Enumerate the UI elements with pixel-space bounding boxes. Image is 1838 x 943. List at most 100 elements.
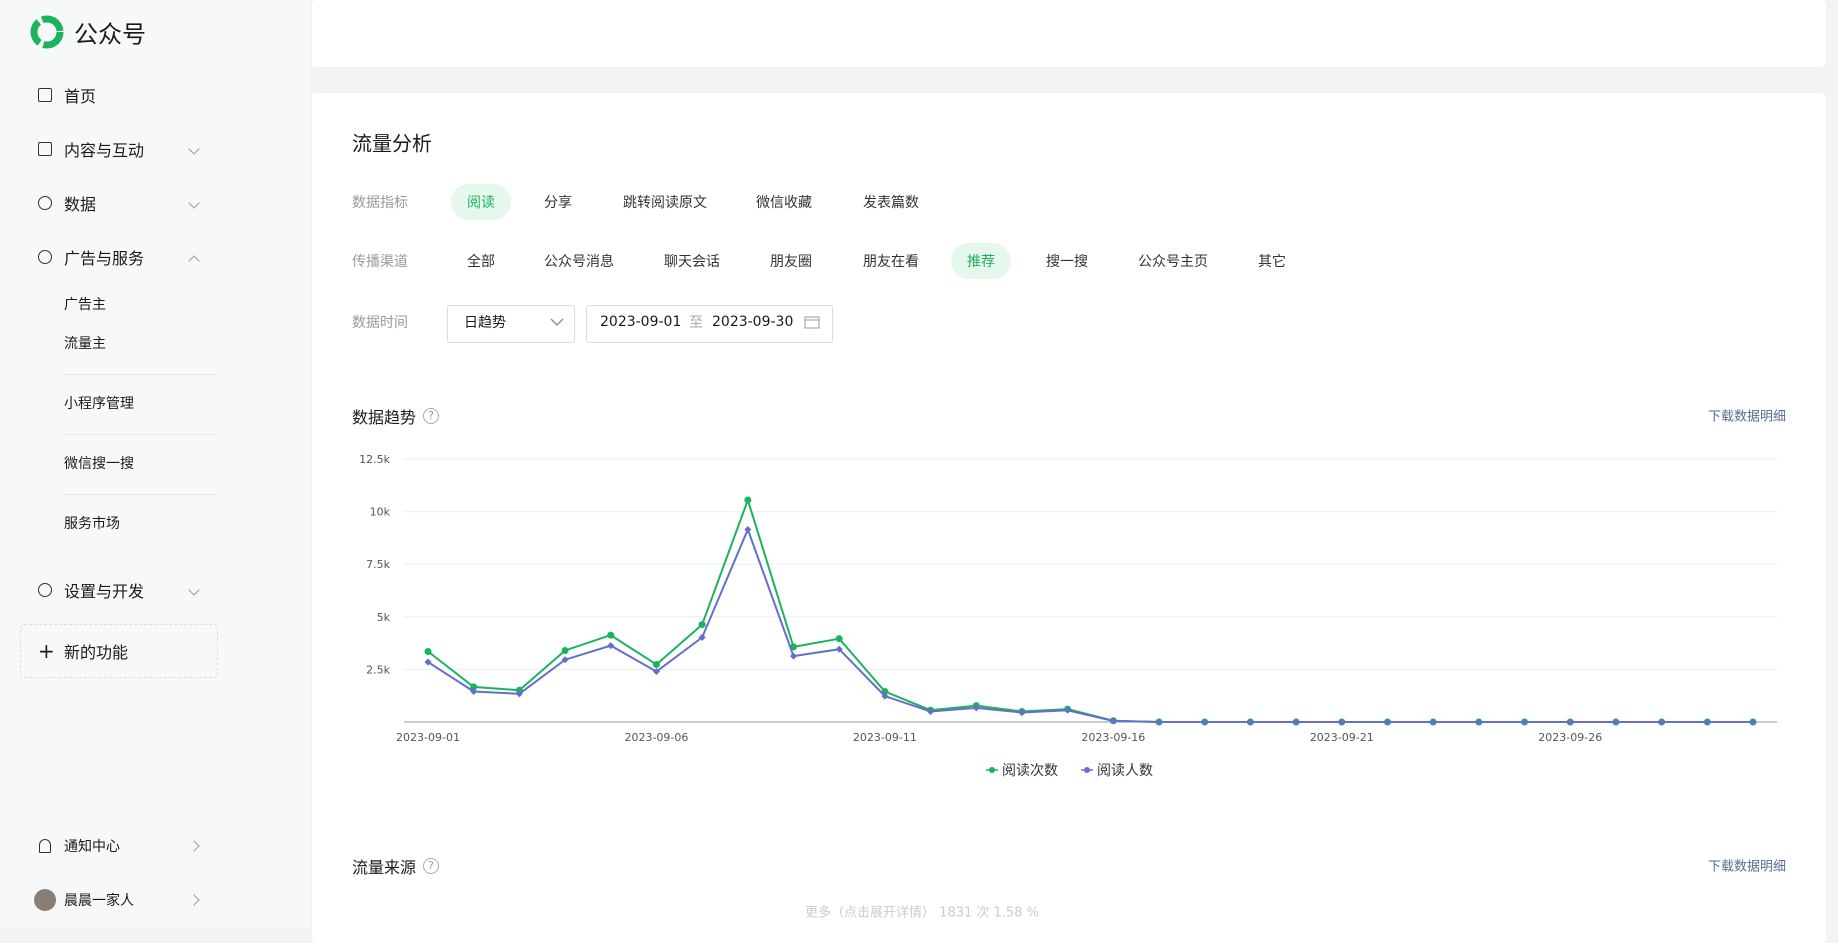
top-card [312, 0, 1826, 67]
nav-item[interactable]: 内容与互动 [64, 141, 145, 160]
data-point [607, 642, 615, 650]
y-tick-label: 2.5k [366, 663, 390, 676]
new-feature[interactable]: 新的功能 [64, 643, 129, 662]
sub-item[interactable]: 服务市场 [64, 516, 120, 532]
sub-item[interactable]: 微信搜一搜 [64, 456, 134, 472]
data-point [698, 633, 706, 641]
start-date: 2023-09-01 [600, 314, 682, 330]
x-tick-label: 2023-09-26 [1538, 731, 1602, 744]
separator [62, 434, 218, 435]
metric-option[interactable]: 发表篇数 [863, 195, 919, 211]
sub-item[interactable]: 广告主 [64, 297, 106, 313]
nav-icon [38, 196, 52, 210]
sub-item[interactable]: 流量主 [64, 336, 106, 352]
download-link[interactable]: 下载数据明细 [1707, 409, 1786, 425]
nav-item[interactable]: 设置与开发 [64, 582, 145, 601]
nav-item[interactable]: 首页 [64, 87, 97, 106]
sidebar: 公众号 + 新的功能 设置与开发 通知中心 晨晨一家人 [0, 0, 310, 929]
analysis-card [312, 93, 1826, 943]
x-tick-label: 2023-09-11 [853, 731, 917, 744]
granularity: 日趋势 [464, 315, 506, 331]
help-icon[interactable]: ? [423, 858, 439, 874]
separator [62, 374, 218, 375]
y-tick-label: 12.5k [359, 453, 390, 466]
source-title: 流量来源 [352, 858, 417, 877]
row-label: 数据时间 [352, 315, 408, 331]
data-point [972, 704, 980, 712]
data-point [424, 648, 432, 656]
section-title: 流量分析 [352, 131, 432, 156]
granularity-select[interactable] [447, 305, 575, 343]
logo [30, 15, 64, 49]
channel-option[interactable]: 朋友圈 [770, 254, 812, 270]
sub-item[interactable]: 小程序管理 [64, 396, 134, 412]
row-label: 传播渠道 [352, 254, 408, 270]
new-feature-box[interactable] [20, 624, 218, 678]
data-point [881, 692, 889, 700]
nav-icon [38, 142, 52, 156]
source-note: 更多（点击展开详情） 1831 次 1.58 % [805, 905, 1039, 921]
plus-icon: + [38, 639, 55, 663]
dropdown-icon [550, 318, 564, 326]
user[interactable]: 晨晨一家人 [64, 893, 134, 909]
y-tick-label: 7.5k [366, 558, 390, 571]
channel-option[interactable]: 聊天会话 [664, 254, 720, 270]
data-point [1292, 718, 1300, 726]
brand: 公众号 [74, 20, 146, 49]
data-point [424, 658, 432, 666]
metric-option[interactable]: 阅读 [451, 184, 511, 220]
data-point [1018, 708, 1026, 717]
data-point [1155, 718, 1163, 726]
x-tick-label: 2023-09-01 [396, 731, 460, 744]
legend-label: 阅读人数 [1097, 762, 1153, 779]
date-range[interactable] [586, 305, 833, 343]
channel-option[interactable]: 推荐 [951, 243, 1011, 279]
legend-marker [1084, 767, 1090, 773]
calendar-icon [804, 316, 820, 329]
channel-option[interactable]: 搜一搜 [1046, 254, 1088, 270]
date-sep: 至 [689, 315, 703, 331]
data-point [698, 621, 706, 629]
trend-title: 数据趋势 [352, 408, 417, 427]
channel-option[interactable]: 其它 [1258, 254, 1286, 270]
nav-icon [38, 583, 52, 597]
help-icon[interactable]: ? [423, 408, 439, 424]
data-point [561, 656, 569, 664]
row-label: 数据指标 [352, 195, 408, 211]
data-point [652, 661, 660, 669]
data-point [744, 525, 752, 534]
avatar [34, 889, 56, 911]
metric-option[interactable]: 分享 [544, 195, 572, 211]
channel-option[interactable]: 公众号主页 [1138, 254, 1208, 270]
series-line [427, 526, 1753, 723]
x-tick-label: 2023-09-06 [624, 731, 688, 744]
y-tick-label: 5k [377, 611, 391, 624]
channel-option[interactable]: 全部 [467, 254, 495, 270]
metric-option[interactable]: 微信收藏 [756, 195, 812, 211]
data-point [927, 707, 935, 716]
x-tick-label: 2023-09-16 [1081, 731, 1145, 744]
data-point [470, 687, 478, 696]
nav-item[interactable]: 广告与服务 [64, 249, 145, 268]
nav-icon [38, 88, 52, 102]
trend-chart: 2.5k 5k 7.5k 10k 12.5k 2023-09-01 2023-09-06 20… [359, 453, 1777, 779]
channel-option[interactable]: 公众号消息 [544, 254, 614, 270]
separator [62, 494, 218, 495]
y-tick-label: 10k [370, 506, 391, 519]
data-point [835, 635, 843, 643]
download-link[interactable]: 下载数据明细 [1707, 859, 1786, 875]
nav-icon [38, 250, 52, 264]
data-point [835, 645, 843, 653]
x-tick-label: 2023-09-21 [1310, 731, 1374, 744]
channel-option[interactable]: 朋友在看 [863, 254, 919, 270]
data-point [744, 496, 752, 504]
metric-option[interactable]: 跳转阅读原文 [623, 195, 707, 211]
nav-item[interactable]: 通知中心 [64, 839, 120, 855]
data-point [789, 652, 798, 660]
series-line [427, 496, 1753, 723]
legend-marker [989, 767, 995, 773]
legend-label: 阅读次数 [1002, 762, 1058, 779]
data-point [607, 631, 615, 639]
nav-item[interactable]: 数据 [64, 195, 97, 214]
